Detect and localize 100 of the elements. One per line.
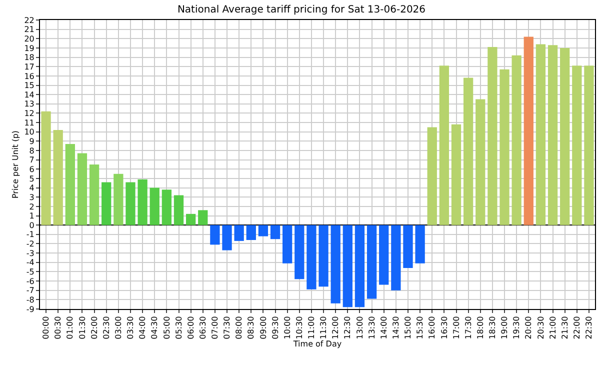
x-tick-label: 10:30 xyxy=(295,316,304,340)
y-tick-label: -3 xyxy=(26,248,34,258)
bar xyxy=(294,225,304,280)
x-tick-label: 17:30 xyxy=(464,316,473,340)
x-tick-label: 03:00 xyxy=(114,316,124,340)
x-tick-label: 06:00 xyxy=(186,316,196,340)
bar xyxy=(548,45,558,226)
bar xyxy=(186,214,196,226)
bar xyxy=(427,127,437,226)
bar xyxy=(451,124,462,226)
bar xyxy=(476,99,486,226)
y-tick-label: -5 xyxy=(26,268,34,277)
x-tick-label: 10:00 xyxy=(282,316,292,340)
x-tick-label: 08:00 xyxy=(234,316,244,340)
bar xyxy=(53,130,63,226)
y-tick-label: -2 xyxy=(26,240,34,249)
y-tick-label: 12 xyxy=(24,109,34,118)
y-tick-label: 19 xyxy=(24,44,34,53)
x-tick-label: 02:30 xyxy=(102,316,111,340)
x-tick-label: 15:00 xyxy=(404,316,413,340)
y-tick-label: 21 xyxy=(24,25,34,34)
bar xyxy=(572,66,582,226)
bar xyxy=(403,225,413,268)
x-tick-label: 07:30 xyxy=(222,316,232,340)
bar xyxy=(126,182,136,226)
x-tick-label: 16:00 xyxy=(428,316,437,340)
bar xyxy=(379,225,389,285)
x-tick-label: 06:30 xyxy=(198,316,208,340)
y-tick-label: 18 xyxy=(24,53,34,62)
x-tick-label: 14:00 xyxy=(379,316,388,340)
y-tick-label: -9 xyxy=(26,304,34,314)
bar xyxy=(282,225,292,264)
x-tick-label: 17:00 xyxy=(452,316,461,340)
x-tick-label: 00:30 xyxy=(54,316,63,340)
x-tick-label: 07:00 xyxy=(210,316,220,340)
y-tick-label: 10 xyxy=(24,128,34,137)
x-tick-label: 11:00 xyxy=(307,316,316,340)
bar xyxy=(210,225,220,245)
x-tick-label: 22:30 xyxy=(584,316,594,340)
y-tick-label: 3 xyxy=(29,192,34,202)
x-tick-label: 05:30 xyxy=(174,316,184,340)
bar xyxy=(41,111,51,226)
y-tick-label: -6 xyxy=(26,276,34,286)
y-axis-title: Price per Unit (p) xyxy=(10,130,20,199)
x-tick-label: 18:30 xyxy=(488,316,498,340)
x-tick-label: 21:30 xyxy=(560,316,570,340)
x-tick-label: 01:30 xyxy=(78,316,87,340)
x-tick-label: 13:30 xyxy=(367,316,376,340)
x-tick-label: 09:30 xyxy=(270,316,280,340)
bar xyxy=(536,44,546,226)
bar xyxy=(246,225,256,240)
bar xyxy=(560,48,570,226)
x-tick-label: 20:00 xyxy=(524,316,534,340)
x-tick-label: 18:00 xyxy=(476,316,485,340)
bar xyxy=(306,225,316,290)
y-tick-label: -4 xyxy=(26,258,34,268)
y-tick-label: 14 xyxy=(24,90,34,100)
x-tick-label: 15:30 xyxy=(416,316,425,340)
x-tick-label: 01:00 xyxy=(66,316,75,340)
bar xyxy=(318,225,328,287)
y-tick-label: 15 xyxy=(24,81,34,90)
y-tick-label: 22 xyxy=(24,16,34,25)
x-tick-label: 22:00 xyxy=(572,316,582,340)
x-tick-label: 04:30 xyxy=(150,316,160,340)
x-tick-label: 02:00 xyxy=(90,316,99,340)
bar xyxy=(488,47,498,226)
bar xyxy=(102,182,112,226)
bar xyxy=(114,174,124,226)
y-tick-label: 0 xyxy=(29,220,34,230)
x-tick-label: 03:30 xyxy=(126,316,136,340)
x-tick-label: 12:00 xyxy=(331,316,340,340)
y-tick-label: 7 xyxy=(29,156,34,165)
y-tick-label: 11 xyxy=(24,118,34,128)
x-tick-label: 13:00 xyxy=(355,316,364,340)
bar xyxy=(258,225,268,236)
bar xyxy=(524,36,534,226)
y-tick-label: 6 xyxy=(29,164,34,174)
bar xyxy=(198,210,208,226)
bar xyxy=(162,190,172,226)
y-tick-label: 13 xyxy=(24,100,34,109)
bar xyxy=(391,225,401,290)
bar xyxy=(330,225,340,304)
chart-title: National Average tariff pricing for Sat 13-06-2026 xyxy=(177,4,426,16)
bar xyxy=(354,225,365,308)
y-tick-label: 9 xyxy=(29,136,34,146)
y-tick-label: 17 xyxy=(24,62,34,72)
x-tick-label: 14:30 xyxy=(392,316,401,340)
x-tick-label: 21:00 xyxy=(548,316,558,340)
bar xyxy=(270,225,280,240)
x-tick-label: 04:00 xyxy=(138,316,148,340)
bar xyxy=(222,225,232,250)
x-tick-label: 08:30 xyxy=(246,316,256,340)
x-axis-title: Time of Day xyxy=(292,339,342,348)
y-tick-label: 5 xyxy=(29,174,34,184)
x-tick-label: 11:30 xyxy=(319,316,328,340)
bar xyxy=(415,225,425,264)
bar xyxy=(77,153,88,226)
x-tick-label: 16:30 xyxy=(440,316,449,340)
y-tick-label: -8 xyxy=(26,295,34,304)
bar xyxy=(234,225,244,241)
